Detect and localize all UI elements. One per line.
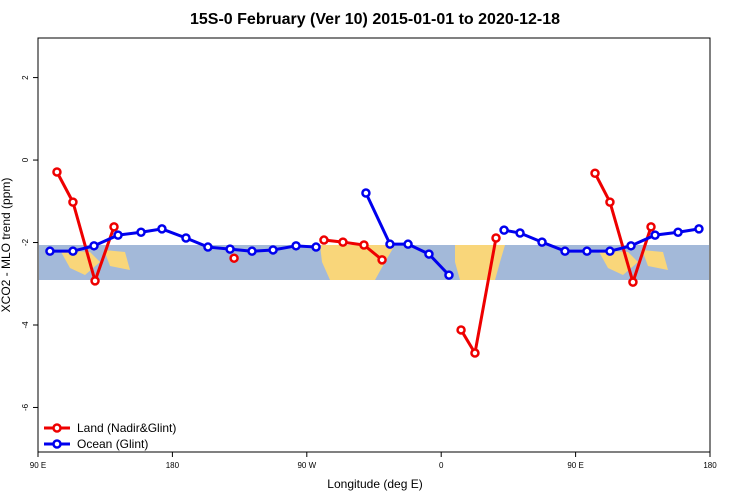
- y-tick-label: 2: [21, 75, 30, 80]
- data-point: [470, 348, 480, 358]
- land: [598, 250, 668, 275]
- data-point: [68, 246, 78, 256]
- x-axis-label: Longitude (deg E): [327, 477, 422, 491]
- data-point: [181, 233, 191, 243]
- data-point: [229, 253, 239, 263]
- data-point: [385, 239, 395, 249]
- data-point: [268, 245, 278, 255]
- data-point: [45, 246, 55, 256]
- data-point: [537, 237, 547, 247]
- plot-frame: [37, 37, 711, 453]
- data-point: [491, 233, 501, 243]
- data-point: [605, 246, 615, 256]
- data-point: [515, 228, 525, 238]
- data-point: [626, 241, 636, 251]
- data-point: [225, 244, 235, 254]
- series-line: [55, 171, 653, 358]
- legend-label: Ocean (Glint): [77, 437, 148, 451]
- data-point: [89, 241, 99, 251]
- data-point: [590, 168, 600, 179]
- data-point: [311, 242, 321, 252]
- data-point: [499, 225, 509, 235]
- y-tick-label: 0: [21, 157, 30, 162]
- x-tick-label: 0: [439, 461, 444, 470]
- data-point: [291, 241, 301, 251]
- legend: Land (Nadir&Glint) Ocean (Glint): [44, 421, 176, 451]
- data-point: [90, 276, 100, 286]
- legend-marker: [52, 439, 62, 449]
- data-point: [646, 222, 656, 232]
- data-point: [424, 249, 434, 259]
- data-point: [338, 237, 348, 247]
- data-point: [650, 230, 660, 240]
- data-point: [203, 242, 213, 252]
- y-tick-label: -6: [21, 403, 30, 411]
- y-tick-label: -2: [21, 238, 30, 246]
- x-tick-label: 90 W: [297, 461, 316, 470]
- data-point: [359, 240, 369, 250]
- data-point: [247, 246, 257, 256]
- data-point: [582, 246, 592, 256]
- data-point: [694, 224, 704, 234]
- data-point: [444, 270, 454, 280]
- data-point: [319, 235, 329, 245]
- data-point: [136, 227, 146, 237]
- y-axis-label: XCO2 - MLO trend (ppm): [0, 178, 13, 313]
- data-point: [157, 224, 167, 234]
- y-tick-label: -4: [21, 321, 30, 329]
- data-point: [403, 239, 413, 249]
- data-point: [113, 230, 123, 240]
- legend-label: Land (Nadir&Glint): [77, 421, 176, 435]
- x-tick-label: 90 E: [30, 461, 46, 470]
- data-point: [560, 246, 570, 256]
- data-point: [673, 227, 683, 237]
- data-point: [68, 197, 78, 207]
- data-point: [377, 255, 387, 265]
- chart-title: 15S-0 February (Ver 10) 2015-01-01 to 20…: [190, 11, 560, 28]
- data-point: [109, 222, 119, 232]
- x-tick-label: 90 E: [567, 461, 583, 470]
- data-point: [456, 325, 466, 335]
- data-point: [605, 197, 615, 207]
- land: [60, 250, 130, 275]
- x-tick-label: 180: [703, 461, 717, 470]
- data-point: [361, 188, 371, 198]
- x-tick-label: 180: [166, 461, 180, 470]
- data-point: [628, 277, 638, 287]
- legend-marker: [52, 423, 62, 433]
- data-point: [52, 167, 62, 177]
